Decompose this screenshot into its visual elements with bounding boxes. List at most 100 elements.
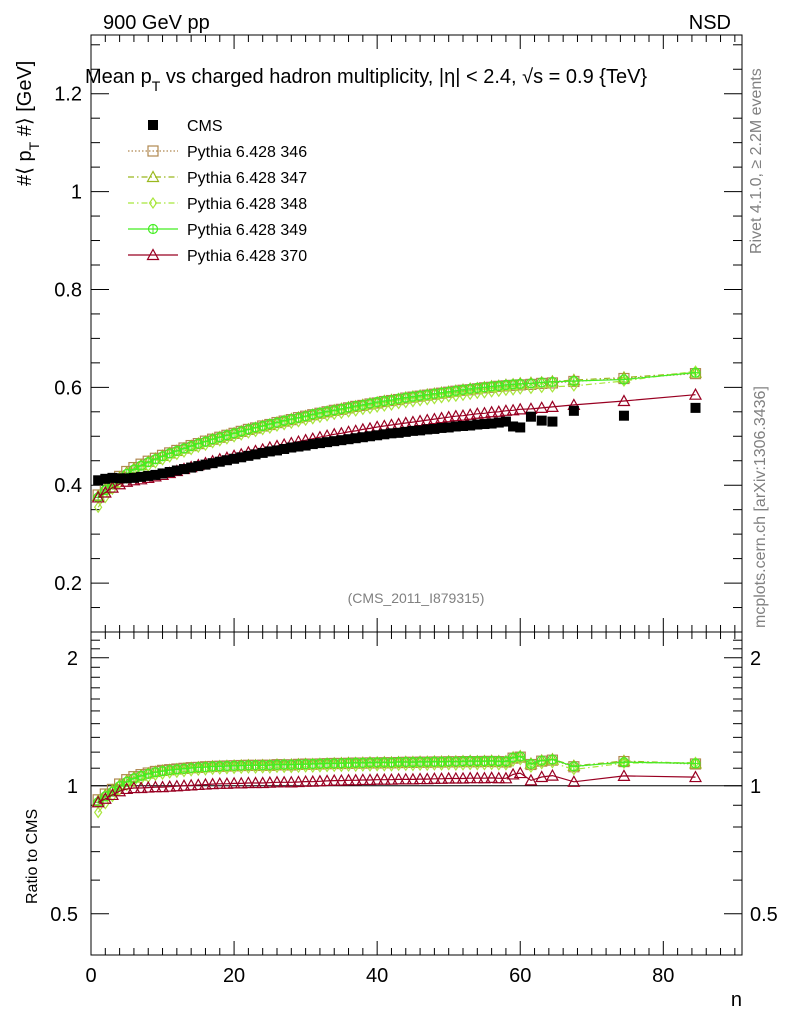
legend-label: CMS	[187, 118, 223, 135]
analysis-tag: (CMS_2011_I879315)	[348, 590, 485, 606]
point-cms	[157, 468, 168, 479]
ratio-point-pythia-6-428-370	[342, 773, 356, 786]
x-tick-label: 20	[223, 965, 245, 987]
ratio-point-pythia-6-428-370	[277, 775, 291, 788]
plot-title: Mean pT vs charged hadron multiplicity, …	[85, 66, 647, 94]
point-cms	[179, 464, 189, 475]
point-pythia-6-428-348	[515, 382, 525, 395]
point-cms	[286, 442, 297, 453]
ratio-point-pythia-6-428-370	[413, 772, 427, 785]
legend: CMS Pythia 6.428 346 Pythia 6.428 347 Pythi…	[128, 118, 307, 265]
ratio-point-pythia-6-428-370	[320, 774, 334, 787]
point-cms	[486, 418, 497, 429]
ratio-point-pythia-6-428-370	[377, 772, 391, 785]
ratio-point-pythia-6-428-370	[456, 771, 470, 784]
ratio-point-pythia-6-428-370	[420, 772, 434, 785]
point-pythia-6-428-349	[307, 409, 318, 420]
y-tick-label: 1.2	[54, 84, 82, 106]
ratio-point-pythia-6-428-349	[536, 755, 547, 766]
point-pythia-6-428-348	[444, 390, 453, 403]
ratio-tick-label-right: 0.5	[750, 904, 778, 926]
y-tick-label: 1	[71, 182, 82, 204]
point-cms	[300, 440, 311, 451]
point-pythia-6-428-370	[477, 406, 491, 419]
ratio-point-pythia-6-428-370	[213, 777, 227, 789]
point-cms	[143, 470, 154, 481]
ratio-point-pythia-6-428-370	[256, 776, 270, 789]
point-cms	[171, 465, 182, 476]
point-cms	[357, 432, 368, 443]
legend-marker-pythia-6-428-348	[148, 196, 158, 210]
point-cms	[690, 402, 701, 413]
ratio-point-pythia-6-428-349	[525, 758, 537, 770]
legend-marker-cms	[148, 120, 158, 130]
ratio-point-pythia-6-428-348	[526, 760, 536, 774]
ratio-point-pythia-6-428-348	[93, 806, 103, 819]
ratio-point-pythia-6-428-370	[163, 779, 177, 792]
ratio-point-pythia-6-428-370	[567, 775, 581, 787]
ratio-point-pythia-6-428-370	[427, 772, 441, 784]
point-cms	[186, 462, 197, 473]
ratio-point-pythia-6-428-348	[473, 758, 482, 771]
legend-marker-pythia-6-428-346	[147, 145, 159, 157]
point-cms	[350, 433, 361, 444]
point-pythia-6-428-348	[437, 391, 446, 404]
point-pythia-6-428-370	[485, 405, 499, 418]
ratio-point-pythia-6-428-349	[568, 761, 579, 772]
ratio-point-pythia-6-428-370	[617, 769, 631, 781]
point-pythia-6-428-349	[515, 378, 526, 390]
point-cms	[329, 436, 340, 447]
legend-label: Pythia 6.428 349	[187, 222, 307, 239]
ratio-plot-frame	[90, 631, 743, 956]
legend-entry-pythia-6-428-346: Pythia 6.428 346	[128, 144, 307, 161]
point-cms	[436, 422, 447, 433]
axis-ticks: 0 20 40 60 80 0.2 0.4 0.6 0.8 1 1.2 0.5 0.5 1 1 2 2	[50, 35, 778, 987]
point-cms	[343, 434, 354, 445]
point-cms	[107, 472, 118, 483]
point-pythia-6-428-348	[430, 392, 439, 405]
header-process: NSD	[689, 12, 731, 34]
point-pythia-6-428-348	[93, 501, 103, 514]
point-pythia-6-428-348	[387, 398, 396, 411]
ratio-tick-label: 2	[67, 648, 78, 670]
ratio-point-pythia-6-428-370	[148, 780, 162, 793]
point-cms	[236, 452, 247, 463]
point-cms	[422, 424, 433, 435]
y-tick-label: 0.4	[54, 475, 82, 497]
point-pythia-6-428-370	[513, 402, 527, 415]
point-cms	[114, 473, 125, 484]
legend-label: Pythia 6.428 370	[187, 248, 307, 265]
ratio-point-pythia-6-428-370	[156, 780, 170, 793]
point-cms	[193, 461, 204, 472]
point-pythia-6-428-348	[408, 395, 418, 408]
point-pythia-6-428-349	[536, 377, 547, 388]
point-cms	[525, 411, 536, 422]
ratio-point-pythia-6-428-370	[249, 776, 263, 789]
point-cms	[293, 441, 304, 452]
ratio-point-pythia-6-428-370	[399, 772, 413, 785]
y-tick-label: 0.6	[54, 377, 82, 399]
point-pythia-6-428-370	[427, 412, 441, 425]
ratio-point-pythia-6-428-370	[120, 782, 134, 795]
main-series-layer	[91, 365, 703, 514]
ratio-point-pythia-6-428-370	[184, 778, 198, 791]
point-pythia-6-428-349	[525, 378, 537, 389]
ratio-point-pythia-6-428-370	[392, 772, 406, 785]
y-label-sub: T	[26, 141, 42, 150]
point-cms	[508, 421, 519, 432]
series-line-pythia-6-428-348	[97, 370, 696, 508]
x-tick-label: 80	[652, 965, 674, 987]
legend-entry-cms: CMS	[148, 118, 223, 135]
ratio-point-pythia-6-428-370	[206, 777, 220, 790]
point-pythia-6-428-370	[617, 394, 631, 407]
ratio-point-pythia-6-428-349	[515, 751, 526, 762]
point-cms	[257, 447, 268, 458]
ratio-point-pythia-6-428-370	[470, 771, 484, 784]
point-cms	[214, 456, 225, 467]
ratio-point-pythia-6-428-370	[327, 773, 341, 786]
point-pythia-6-428-348	[548, 380, 557, 393]
point-cms	[515, 422, 526, 433]
ratio-point-pythia-6-428-370	[198, 777, 212, 790]
rivet-version-label: Rivet 4.1.0, ≥ 2.2M events	[748, 68, 765, 254]
